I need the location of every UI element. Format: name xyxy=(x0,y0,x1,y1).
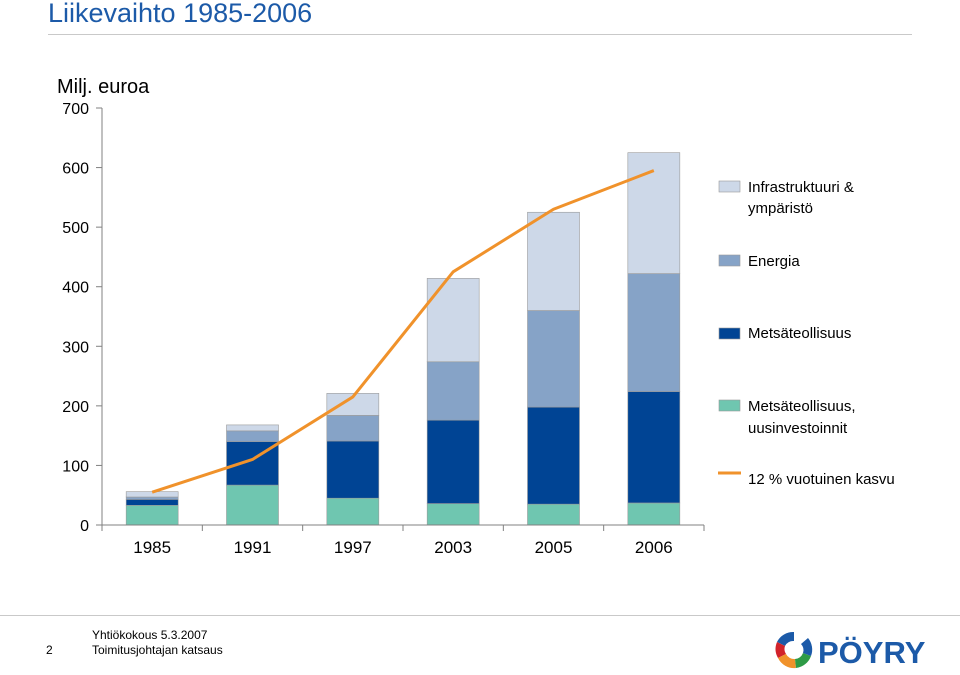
x-axis: 1985 1991 1997 2003 2005 2006 xyxy=(101,524,705,557)
y-tick-label: 400 xyxy=(62,280,89,297)
slide-title: Liikevaihto 1985-2006 xyxy=(48,0,313,28)
legend-swatch xyxy=(718,180,741,193)
legend-swatch xyxy=(718,399,741,412)
footer-divider xyxy=(0,615,960,616)
y-tick-label: 300 xyxy=(62,339,89,356)
legend-item: Infrastruktuuri & ympäristö xyxy=(718,179,854,217)
bar-segment xyxy=(326,440,380,499)
bar-segment xyxy=(627,152,681,274)
logo-text: PÖYRY xyxy=(818,635,926,670)
bar-segment xyxy=(426,278,480,363)
bar-segment xyxy=(527,406,580,505)
legend-label: 12 % vuotuinen kasvu xyxy=(748,471,895,488)
y-tick-label: 500 xyxy=(62,220,89,237)
title-divider xyxy=(48,34,912,35)
bar-segment xyxy=(326,393,380,416)
legend: Infrastruktuuri & ympäristö Energia Metsäte… xyxy=(718,179,895,488)
x-tick-label: 2003 xyxy=(434,538,472,557)
bar-segment xyxy=(226,430,279,442)
legend-label: ympäristö xyxy=(748,200,813,217)
page-number: 2 xyxy=(46,643,53,657)
x-tick-label: 1991 xyxy=(234,538,272,557)
bar-segment xyxy=(125,496,179,500)
bar-segment xyxy=(527,310,580,408)
legend-item: 12 % vuotuinen kasvu xyxy=(718,471,895,488)
y-tick-label: 700 xyxy=(62,101,89,118)
legend-item: Energia xyxy=(718,253,800,270)
bar-segment xyxy=(426,361,480,421)
x-tick-label: 1985 xyxy=(133,538,171,557)
y-tick-label: 600 xyxy=(62,161,89,178)
legend-item: Metsäteollisuus, uusinvestoinnit xyxy=(718,398,856,437)
footer-event: Yhtiökokous 5.3.2007 xyxy=(92,628,208,642)
x-tick-label: 2006 xyxy=(635,538,673,557)
legend-label: Energia xyxy=(748,253,800,270)
x-tick-label: 2005 xyxy=(535,538,573,557)
bar-segment xyxy=(125,499,179,506)
bar-segment xyxy=(527,503,580,526)
bar-segment xyxy=(226,484,279,526)
growth-line-path xyxy=(151,169,655,494)
legend-label: Infrastruktuuri & xyxy=(748,179,854,196)
bar-segment xyxy=(426,503,480,526)
y-tick-label: 200 xyxy=(62,399,89,416)
bar-segment xyxy=(226,424,279,432)
poyry-logo: PÖYRY xyxy=(775,631,926,670)
y-tick-label: 100 xyxy=(62,458,89,475)
growth-line xyxy=(151,169,655,494)
y-axis-label: Milj. euroa xyxy=(57,76,150,98)
legend-item: Metsäteollisuus xyxy=(718,325,851,342)
bars xyxy=(125,152,681,526)
x-tick-label: 1997 xyxy=(334,538,372,557)
bar-segment xyxy=(627,502,681,526)
bar-segment xyxy=(125,505,179,526)
bar-segment xyxy=(527,211,580,311)
legend-swatch xyxy=(718,327,741,340)
legend-swatch xyxy=(718,254,741,267)
bar-segment xyxy=(326,415,380,442)
legend-label: Metsäteollisuus, xyxy=(748,398,856,415)
legend-label: uusinvestoinnit xyxy=(748,420,848,437)
bar-segment xyxy=(627,391,681,504)
bar-segment xyxy=(426,419,480,504)
bar-segment xyxy=(627,273,681,392)
y-tick-label: 0 xyxy=(80,518,89,535)
bar-segment xyxy=(125,491,179,498)
footer-subtitle: Toimitusjohtajan katsaus xyxy=(92,643,223,657)
bar-segment xyxy=(326,497,380,526)
y-axis: 0 100 200 300 400 500 600 700 xyxy=(62,101,103,535)
legend-label: Metsäteollisuus xyxy=(748,325,851,342)
logo-mark-icon xyxy=(775,631,813,669)
